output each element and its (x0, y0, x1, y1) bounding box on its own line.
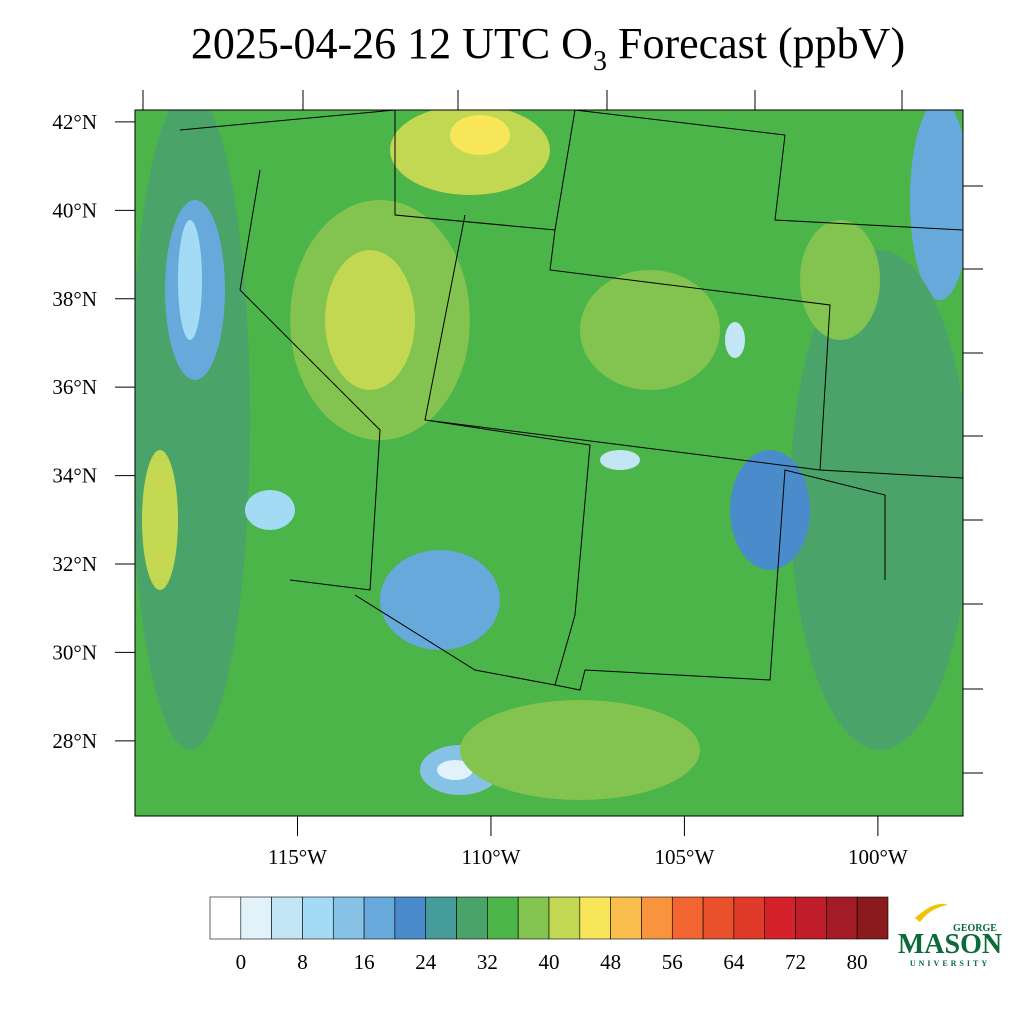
colorbar-swatch (702, 896, 735, 940)
colorbar-swatch (856, 896, 889, 940)
colorbar-swatch (363, 896, 396, 940)
title-rest: Forecast (ppbV) (607, 19, 905, 68)
colorbar-swatch (548, 896, 581, 940)
map-field (135, 110, 963, 816)
colorbar-swatch (764, 896, 796, 940)
colorbar-tick-label: 56 (662, 950, 683, 974)
colorbar-tick-label: 80 (847, 950, 868, 974)
lat-tick-label: 34°N (52, 464, 97, 488)
colorbar-tick-label: 32 (477, 950, 498, 974)
colorbar-swatch (641, 896, 673, 940)
colorbar-swatch (826, 896, 858, 940)
lat-tick-label: 30°N (52, 640, 97, 664)
colorbar-swatch (332, 896, 365, 940)
colorbar-swatch (209, 896, 242, 940)
logo-mark (915, 903, 948, 922)
colorbar-swatch (579, 896, 611, 940)
frame-ticks (142, 90, 983, 774)
colorbar-tick-label: 64 (723, 950, 745, 974)
plot-frame (134, 109, 964, 817)
colorbar-swatch (517, 896, 550, 940)
colorbar-tick-label: 40 (539, 950, 560, 974)
lon-tick-label: 115°W (268, 845, 327, 869)
colorbar: 0 8 16 24 32 40 48 56 64 72 80 (209, 896, 889, 974)
logo-main: MASON (898, 929, 1002, 960)
colorbar-swatch (733, 896, 766, 940)
colorbar-swatch (610, 896, 642, 940)
lat-tick-label: 38°N (52, 287, 97, 311)
lat-tick-label: 32°N (52, 552, 97, 576)
lon-tick-label: 110°W (461, 845, 520, 869)
logo-top: GEORGE (953, 923, 997, 934)
colorbar-swatch (271, 896, 303, 940)
colorbar-swatch (456, 896, 488, 940)
colorbar-swatch (795, 896, 827, 940)
lat-tick-label: 42°N (52, 110, 97, 134)
colorbar-swatch (394, 896, 427, 940)
lat-tick-label: 36°N (52, 375, 97, 399)
colorbar-swatch (302, 896, 334, 940)
colorbar-swatch (240, 896, 272, 940)
title: 2025-04-26 12 UTC O3 Forecast (ppbV) (191, 19, 905, 77)
colorbar-tick-label: 72 (785, 950, 806, 974)
colorbar-swatch (425, 896, 457, 940)
colorbar-tick-label: 24 (415, 950, 437, 974)
colorbar-swatch (487, 896, 519, 940)
lat-tick-label: 40°N (52, 198, 97, 222)
colorbar-tick-label: 48 (600, 950, 621, 974)
colorbar-tick-label: 16 (354, 950, 375, 974)
title-main: 2025-04-26 12 UTC O (191, 19, 593, 68)
lon-tick-label: 105°W (655, 845, 715, 869)
colorbar-tick-label: 0 (236, 950, 247, 974)
logo: GEORGE MASON UNIVERSITY (898, 903, 1002, 968)
title-subscript: 3 (593, 46, 607, 77)
colorbar-tick-label: 8 (297, 950, 308, 974)
lon-tick-label: 100°W (848, 845, 908, 869)
lat-tick-label: 28°N (52, 729, 97, 753)
colorbar-swatch (671, 896, 704, 940)
logo-bottom: UNIVERSITY (910, 959, 990, 968)
